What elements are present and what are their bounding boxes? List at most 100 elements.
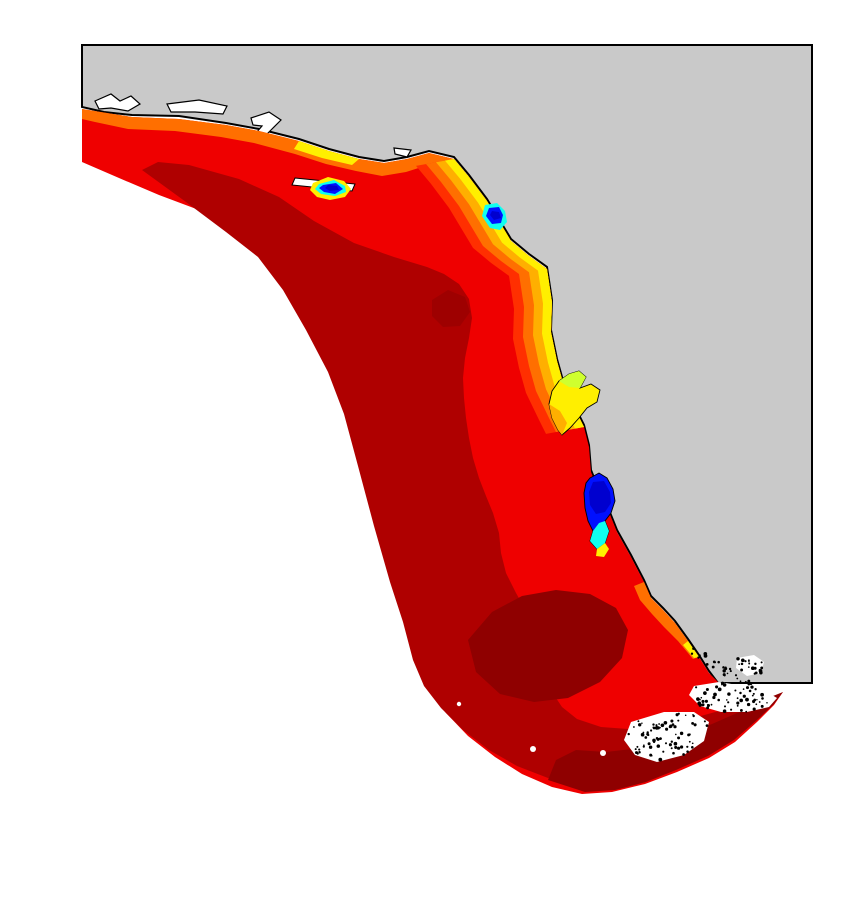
island-speckle — [760, 692, 764, 697]
island-speckle — [747, 666, 750, 668]
island-speckle — [706, 704, 709, 706]
island-speckle — [674, 745, 678, 749]
island-speckle — [703, 720, 706, 723]
bigbend-salinity-band — [445, 159, 584, 429]
island-speckle — [644, 736, 648, 739]
island-speckle — [680, 745, 684, 749]
island-speckle — [722, 673, 726, 677]
island-speckle — [647, 733, 650, 737]
island-speckle — [691, 742, 694, 745]
island-speckle — [670, 747, 673, 750]
island-speckle — [758, 668, 761, 671]
island-speckle — [688, 740, 691, 743]
charlotte-harbor-core — [589, 481, 611, 514]
island-speckle — [752, 707, 756, 711]
island-speckle — [641, 722, 643, 725]
island-speckle — [632, 726, 635, 728]
island-speckle — [717, 698, 720, 702]
island-speckle — [755, 703, 758, 706]
island-speckle — [740, 662, 744, 666]
island-speckle — [738, 663, 740, 666]
island-speckle — [734, 689, 737, 692]
island-speckle — [736, 704, 739, 707]
island-speckle — [697, 656, 700, 659]
speckle-cluster — [736, 657, 764, 675]
island-speckle — [679, 731, 684, 736]
island-speckle — [640, 732, 645, 737]
small-white-island — [600, 750, 606, 756]
island-speckle — [748, 662, 751, 665]
island-speckle — [636, 745, 639, 748]
island-speckle — [634, 748, 637, 751]
island-speckle — [754, 662, 757, 666]
island-speckle — [671, 723, 675, 726]
island-speckle — [650, 729, 653, 732]
island-speckle — [654, 726, 659, 730]
island-speckle — [698, 654, 701, 657]
island-speckle — [677, 736, 681, 740]
island-speckle — [750, 666, 755, 671]
island-speckle — [715, 685, 719, 689]
island-speckle — [700, 696, 703, 699]
island-speckle — [692, 714, 694, 716]
island-speckle — [656, 744, 661, 748]
island-speckle — [697, 701, 702, 706]
land-mass — [81, 44, 813, 684]
island-speckle — [726, 672, 729, 675]
island-speckle — [677, 719, 680, 722]
island-speckle — [692, 647, 695, 650]
island-speckle — [652, 723, 655, 726]
island-speckle — [658, 723, 660, 725]
island-speckle — [745, 710, 748, 713]
island-speckle — [748, 660, 750, 663]
island-speckle — [658, 757, 663, 762]
island-speckle — [638, 750, 641, 754]
island-speckle — [745, 697, 749, 702]
island-speckle — [656, 737, 660, 741]
island-speckle — [649, 753, 653, 757]
charlotte-harbor-cyan — [590, 521, 609, 549]
island-speckle — [662, 750, 665, 753]
island-speckle — [742, 688, 745, 690]
island-speckle — [736, 657, 740, 661]
salinity-36-dark-blob — [468, 590, 628, 702]
island-speckle — [634, 751, 639, 755]
island-speckle — [648, 745, 653, 749]
big_island — [624, 712, 709, 762]
island-speckle — [672, 751, 675, 755]
island-speckle — [703, 691, 707, 695]
island-speckle — [722, 669, 726, 673]
island-speckle — [717, 687, 722, 692]
island-speckle — [660, 723, 665, 728]
island-speckle — [655, 724, 658, 727]
island-speckle — [750, 685, 754, 689]
island-speckle — [736, 697, 739, 700]
island-speckle — [684, 714, 687, 717]
island-speckle — [701, 699, 705, 703]
island-speckle — [677, 746, 681, 750]
island-speckle — [722, 666, 725, 669]
speckle-cluster — [627, 712, 709, 762]
sw-yellow-strip — [683, 641, 699, 658]
island-speckle — [730, 708, 733, 711]
island-speckle — [728, 667, 732, 671]
island-speckle — [705, 724, 709, 727]
small-white-island — [456, 701, 462, 707]
island-speckle — [659, 737, 662, 740]
island-speckle — [747, 679, 751, 683]
island-speckle — [739, 691, 742, 695]
island-speckle — [729, 670, 732, 673]
island-speckle — [643, 744, 645, 747]
island-speckle — [759, 670, 763, 675]
speckle-cluster — [695, 681, 768, 713]
island-speckle — [664, 742, 668, 745]
speckle-cluster — [690, 647, 754, 690]
island-speckle — [638, 748, 641, 751]
island-speckle — [703, 651, 708, 656]
island-speckle — [670, 719, 674, 723]
small-white-island — [530, 746, 536, 752]
island-speckle — [669, 724, 673, 728]
salinity-35-36 — [142, 162, 766, 785]
bigbend-salinity-band — [436, 159, 584, 431]
